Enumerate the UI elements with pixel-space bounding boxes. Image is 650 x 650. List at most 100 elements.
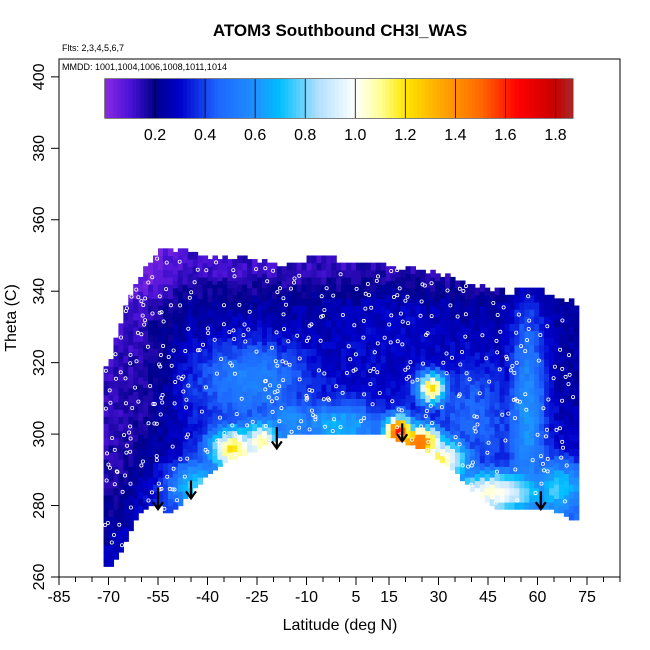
heatmap-cell	[276, 394, 283, 403]
heatmap-cell	[266, 426, 273, 435]
heatmap-cell	[499, 387, 506, 396]
heatmap-cell	[529, 337, 535, 346]
heatmap-cell	[351, 298, 357, 307]
heatmap-cell	[197, 312, 204, 321]
heatmap-cell	[123, 491, 129, 499]
heatmap-cell	[435, 344, 441, 353]
colorbar-segment	[409, 79, 414, 118]
sample-point	[497, 367, 502, 372]
y-tick-label: 300	[31, 421, 48, 448]
heatmap-cell	[494, 373, 501, 382]
colorbar-segment	[202, 79, 207, 118]
sample-point	[184, 397, 189, 402]
heatmap-cell	[232, 330, 238, 339]
heatmap-cell	[499, 437, 506, 446]
heatmap-cell	[271, 384, 278, 392]
heatmap-cell	[202, 284, 209, 292]
heatmap-cell	[509, 480, 515, 489]
heatmap-cell	[356, 419, 362, 428]
heatmap-cell	[450, 319, 456, 328]
heatmap-cell	[563, 501, 570, 510]
sample-point	[395, 339, 400, 344]
heatmap-cell	[430, 441, 436, 449]
heatmap-cell	[554, 484, 560, 492]
heatmap-cell	[440, 405, 446, 414]
heatmap-cell	[133, 405, 139, 414]
sample-point	[123, 376, 128, 381]
heatmap-cell	[202, 448, 209, 457]
heatmap-cell	[237, 412, 243, 421]
heatmap-cell	[549, 380, 555, 389]
heatmap-cell	[143, 394, 149, 403]
heatmap-cell	[103, 380, 110, 389]
heatmap-cell	[301, 262, 308, 271]
heatmap-cell	[316, 405, 322, 414]
heatmap-cell	[247, 309, 253, 317]
heatmap-cell	[509, 459, 515, 467]
heatmap-cell	[247, 337, 253, 346]
heatmap-cell	[405, 423, 412, 432]
heatmap-cell	[440, 441, 446, 449]
heatmap-cell	[227, 266, 233, 274]
heatmap-cell	[410, 330, 416, 339]
arrow-head	[152, 501, 164, 512]
heatmap-cell	[504, 380, 511, 389]
chart-title: ATOM3 Southbound CH3I_WAS	[213, 21, 467, 40]
heatmap-cell	[351, 391, 357, 399]
heatmap-cell	[445, 344, 451, 353]
sample-point	[457, 286, 462, 291]
heatmap-cell	[326, 291, 332, 299]
heatmap-cell	[494, 387, 501, 396]
heatmap-cell	[128, 473, 134, 482]
arrow-head	[185, 490, 197, 501]
colorbar-segment	[424, 79, 430, 118]
heatmap-cell	[167, 312, 174, 321]
heatmap-cell	[113, 387, 119, 396]
colorbar-segment	[288, 79, 293, 118]
heatmap-cell	[301, 348, 308, 357]
sample-point	[351, 368, 356, 373]
heatmap-cell	[148, 312, 154, 321]
heatmap-cell	[128, 351, 134, 360]
heatmap-cell	[539, 380, 545, 389]
heatmap-cell	[257, 269, 263, 278]
heatmap-cell	[158, 462, 164, 471]
heatmap-cell	[509, 387, 515, 396]
heatmap-cell	[455, 301, 461, 310]
heatmap-cell	[410, 366, 416, 374]
sample-point	[159, 395, 164, 400]
heatmap-cell	[148, 498, 154, 507]
heatmap-cell	[558, 362, 565, 371]
colorbar-segment	[569, 79, 574, 118]
heatmap-cell	[197, 262, 204, 271]
heatmap-cell	[539, 294, 545, 303]
heatmap-cell	[167, 248, 174, 257]
heatmap-cell	[469, 469, 476, 478]
heatmap-cell	[474, 330, 481, 339]
sample-point	[112, 533, 117, 538]
heatmap-cell	[237, 291, 243, 299]
heatmap-cell	[123, 398, 129, 407]
colorbar-segment	[557, 79, 562, 118]
heatmap-cell	[484, 294, 491, 303]
heatmap-cell	[192, 287, 199, 296]
heatmap-cell	[405, 344, 412, 353]
heatmap-cell	[504, 344, 511, 353]
sample-point	[171, 466, 176, 471]
heatmap-cell	[425, 337, 431, 346]
heatmap-cell	[450, 419, 456, 428]
heatmap-cell	[435, 380, 441, 389]
heatmap-cell	[484, 330, 491, 339]
heatmap-cell	[568, 484, 575, 492]
heatmap-cell	[558, 412, 565, 421]
heatmap-cell	[306, 362, 313, 371]
heatmap-cell	[306, 405, 313, 414]
heatmap-cell	[558, 384, 565, 392]
heatmap-cell	[400, 284, 407, 292]
sample-point	[154, 457, 159, 462]
heatmap-cell	[306, 305, 313, 314]
heatmap-cell	[222, 369, 228, 378]
heatmap-cell	[469, 434, 476, 442]
heatmap-cell	[430, 376, 436, 385]
heatmap-cell	[415, 298, 421, 307]
